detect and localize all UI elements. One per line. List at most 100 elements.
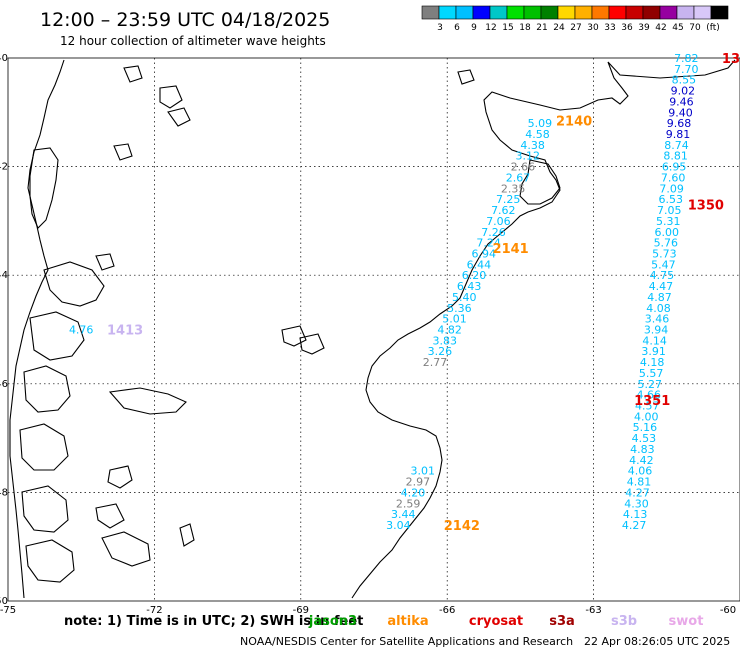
swh-value-label: 4.53: [632, 432, 657, 445]
grid-lines: [8, 58, 740, 601]
colorbar-swatch: [574, 5, 593, 20]
colorbar-swatch: [676, 5, 695, 20]
swh-value-label: 4.87: [647, 291, 672, 304]
colorbar-swatch: [608, 5, 627, 20]
lon-tick-label: -75: [0, 605, 16, 616]
lat-tick-label: -50: [0, 596, 8, 607]
fjord-1: [43, 261, 105, 307]
colorbar-label: 18: [519, 23, 531, 33]
track-id-label: 1350: [688, 199, 724, 214]
swh-value-label: 2.97: [406, 476, 431, 489]
colorbar-label: 15: [502, 23, 513, 33]
colorbar-label: 3: [437, 23, 443, 33]
colorbar-label: 45: [672, 23, 683, 33]
satellite-legend-entry: s3a: [549, 614, 575, 629]
colorbar-label: 30: [587, 23, 599, 33]
colorbar-swatch: [472, 5, 491, 20]
swh-value-label: 5.01: [442, 313, 467, 326]
longitude-labels: -75 -72 -69 -66 -63 -60: [0, 605, 736, 616]
swh-value-label: 7.70: [674, 63, 699, 76]
satellite-legend-entry: s3b: [611, 614, 637, 629]
swh-value-label: 4.08: [646, 302, 671, 315]
lon-tick-label: -72: [146, 605, 162, 616]
swh-value-label: 7.62: [491, 204, 516, 217]
lake-general-carrera: [108, 387, 187, 415]
swh-value-label: 3.44: [391, 508, 416, 521]
swh-value-label: 4.27: [622, 519, 647, 532]
lake-5: [159, 85, 183, 109]
swh-value-label: 9.46: [669, 95, 694, 108]
swh-value-label: 9.81: [666, 128, 691, 141]
colorbar-swatch: [642, 5, 661, 20]
valdes-peninsula: [519, 159, 561, 205]
colorbar-unit: (ft): [706, 23, 720, 33]
swh-value-label: 4.47: [649, 280, 674, 293]
colorbar-label: 24: [553, 23, 565, 33]
swh-value-label: 5.09: [528, 117, 553, 130]
swh-value-label: 6.53: [658, 193, 683, 206]
swh-value-label: 4.57: [635, 400, 660, 413]
swh-value-label: 5.16: [633, 421, 658, 434]
swh-value-label: 8.81: [663, 150, 688, 163]
track-id-label: 2140: [556, 114, 592, 129]
swh-value-label: 5.36: [447, 302, 472, 315]
colorbar-label: 39: [638, 23, 650, 33]
colorbar-label: 36: [621, 23, 633, 33]
colorbar-swatch: [438, 5, 457, 20]
swh-value-label: 7.25: [496, 193, 521, 206]
colorbar-label: 42: [655, 23, 666, 33]
lat-tick-label: -44: [0, 270, 8, 281]
lake-10: [281, 325, 307, 347]
swh-value-label: 6.95: [662, 161, 687, 174]
colorbar-label: 12: [485, 23, 496, 33]
swh-value-label: 7.09: [659, 182, 684, 195]
fjord-5: [21, 485, 69, 533]
swh-value-label: 3.91: [641, 345, 666, 358]
swh-value-label: 5.47: [651, 258, 676, 271]
swh-value-label: 2.77: [423, 356, 448, 369]
swh-value-label: 4.14: [642, 334, 667, 347]
satellite-legend: jason3 altika cryosat s3a s3b swot: [308, 614, 704, 629]
satellite-legend-entry: swot: [669, 614, 704, 629]
swh-value-label: 5.31: [656, 215, 681, 228]
swh-value-label: 8.55: [672, 74, 697, 87]
swh-value-label: 4.30: [624, 497, 649, 510]
lake-11: [299, 333, 325, 355]
colorbar-swatch: [591, 5, 610, 20]
swh-value-label: 6.94: [472, 247, 497, 260]
lake-3: [95, 503, 125, 529]
colorbar-swatch: [489, 5, 508, 20]
swh-value-label: 7.60: [661, 171, 686, 184]
colorbar-label: 6: [454, 23, 460, 33]
colorbar-swatch: [710, 5, 729, 20]
colorbar-label: 70: [689, 23, 701, 33]
satellite-legend-entry: cryosat: [469, 614, 523, 629]
swh-value-label: 4.20: [401, 486, 426, 499]
lake-8: [113, 143, 133, 161]
swh-value-label: 7.06: [486, 215, 511, 228]
swh-value-label: 4.83: [630, 443, 655, 456]
colorbar-swatch: [557, 5, 576, 20]
swh-value-label: 4.06: [628, 465, 653, 478]
swh-value-label: 4.00: [634, 410, 659, 423]
lake-4: [179, 523, 195, 547]
fjord-2: [29, 311, 85, 361]
lake-7: [167, 107, 191, 127]
swh-value-label: 5.40: [452, 291, 477, 304]
swh-value-label: 3.12: [515, 150, 540, 163]
credit-text: NOAA/NESDIS Center for Satellite Applica…: [240, 635, 573, 648]
colorbar: 3 6 9 12 15 18 21 24 27 30 33 36 39 42 45 70 (ft): [421, 5, 729, 33]
track-id-label: 1351: [634, 394, 670, 409]
swh-value-label: 2.35: [501, 182, 526, 195]
swh-value-label: 7.82: [674, 52, 699, 65]
swh-value-label: 3.04: [386, 519, 411, 532]
swh-value-label: 4.82: [437, 324, 462, 337]
swh-value-label: 4.66: [636, 389, 661, 402]
fjord-3: [23, 365, 71, 413]
chiloe-island: [29, 147, 59, 229]
swh-value-label: 3.01: [411, 465, 436, 478]
swh-value-label: 8.74: [664, 139, 689, 152]
lat-tick-label: -46: [0, 379, 8, 390]
track-id-label: 1413: [107, 324, 143, 339]
lat-tick-label: -48: [0, 487, 8, 498]
